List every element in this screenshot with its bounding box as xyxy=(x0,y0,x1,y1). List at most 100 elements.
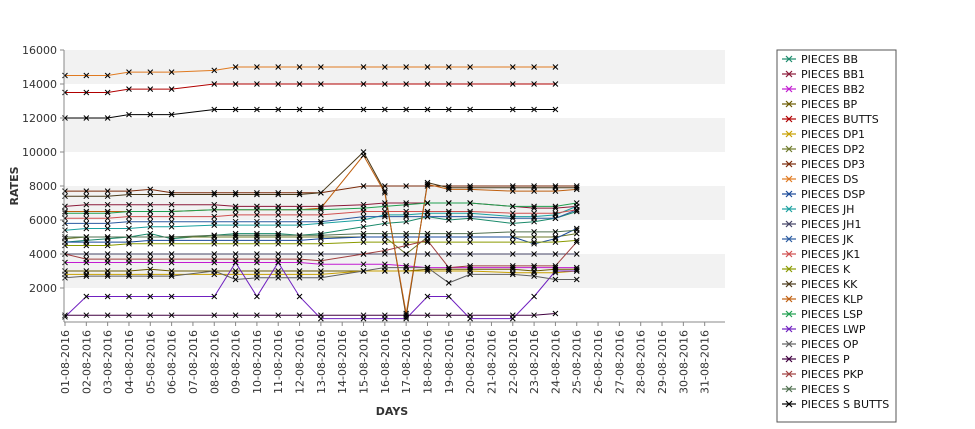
data-point xyxy=(296,64,303,70)
data-point xyxy=(424,239,431,245)
data-point xyxy=(126,208,132,215)
data-point xyxy=(403,251,410,257)
series-line xyxy=(65,109,556,119)
data-point xyxy=(552,239,559,245)
data-point xyxy=(104,210,111,217)
data-point xyxy=(232,218,239,225)
data-point xyxy=(467,230,473,237)
data-point xyxy=(126,234,132,240)
data-point xyxy=(509,64,516,70)
data-point xyxy=(403,64,410,70)
legend-label: PIECES S xyxy=(801,383,850,396)
data-point xyxy=(403,81,410,87)
legend-label: PIECES BB1 xyxy=(801,68,865,81)
legend-label: PIECES DP3 xyxy=(801,158,865,171)
y-tick-label: 14000 xyxy=(22,78,57,91)
data-point xyxy=(275,81,282,87)
legend-entry: PIECES LWP xyxy=(782,323,866,336)
data-point xyxy=(147,271,154,278)
data-point xyxy=(552,64,559,70)
data-point xyxy=(573,186,580,193)
data-point xyxy=(573,208,580,215)
data-point xyxy=(232,232,239,239)
data-point xyxy=(104,208,111,215)
data-point xyxy=(147,312,154,319)
data-point xyxy=(168,271,175,278)
data-point xyxy=(381,213,388,220)
x-tick-label: 01-08-2016 xyxy=(59,330,72,394)
data-point xyxy=(531,263,537,269)
data-point xyxy=(360,81,367,87)
data-point xyxy=(445,64,452,70)
data-point xyxy=(254,240,260,247)
data-point xyxy=(62,314,68,320)
data-point xyxy=(126,239,132,245)
data-point xyxy=(573,206,580,213)
data-point xyxy=(467,64,473,70)
data-point xyxy=(445,213,452,220)
data-point xyxy=(83,115,90,121)
data-point xyxy=(531,203,537,210)
data-point xyxy=(552,234,559,240)
x-tick-label: 05-08-2016 xyxy=(144,330,157,394)
data-point xyxy=(467,263,473,269)
data-point xyxy=(445,200,452,206)
data-point xyxy=(168,191,175,198)
legend-entry: PIECES JH xyxy=(782,203,854,216)
data-point xyxy=(275,218,282,225)
data-point xyxy=(509,220,516,227)
data-point xyxy=(381,230,388,237)
data-point xyxy=(467,186,473,193)
legend-entry: PIECES K xyxy=(782,263,851,276)
data-point xyxy=(275,64,282,70)
data-point xyxy=(509,234,516,240)
data-point xyxy=(168,256,175,262)
data-point xyxy=(318,189,324,196)
data-point xyxy=(296,293,303,300)
data-point xyxy=(424,237,431,244)
legend-label: PIECES P xyxy=(801,353,850,366)
data-point xyxy=(104,215,111,222)
data-point xyxy=(552,263,559,269)
x-tick-label: 31-08-2016 xyxy=(699,330,712,394)
y-tick-label: 6000 xyxy=(29,214,57,227)
x-tick-label: 03-08-2016 xyxy=(102,330,115,394)
data-point xyxy=(168,208,175,215)
data-point xyxy=(403,312,410,319)
x-tick-label: 24-08-2016 xyxy=(549,330,562,394)
data-point xyxy=(126,191,132,198)
data-point xyxy=(147,223,154,230)
data-point xyxy=(254,232,260,239)
legend-label: PIECES KK xyxy=(801,278,858,291)
data-point xyxy=(126,218,132,225)
data-point xyxy=(531,81,537,87)
data-point xyxy=(381,264,388,271)
data-point xyxy=(552,215,559,222)
data-point xyxy=(104,115,111,121)
data-point xyxy=(531,239,537,245)
data-point xyxy=(232,189,239,196)
data-point xyxy=(147,208,154,215)
x-tick-label: 11-08-2016 xyxy=(272,330,285,394)
data-point xyxy=(232,271,239,278)
data-point xyxy=(275,256,282,262)
data-point xyxy=(296,232,303,239)
data-point xyxy=(360,223,367,230)
data-point xyxy=(445,184,452,191)
legend-label: PIECES DP1 xyxy=(801,128,865,141)
data-point xyxy=(211,81,218,87)
data-point xyxy=(62,203,68,210)
x-tick-label: 26-08-2016 xyxy=(592,330,605,394)
data-point xyxy=(147,266,154,273)
data-point xyxy=(381,189,388,196)
data-point xyxy=(467,106,473,113)
data-point xyxy=(275,191,282,198)
legend-entry: PIECES BUTTS xyxy=(782,113,879,126)
data-point xyxy=(126,69,132,75)
data-point xyxy=(509,215,516,222)
data-point xyxy=(211,268,218,274)
data-point xyxy=(83,234,90,240)
data-point xyxy=(552,268,559,274)
legend-entry: PIECES PKP xyxy=(782,368,864,381)
data-point xyxy=(126,256,132,262)
